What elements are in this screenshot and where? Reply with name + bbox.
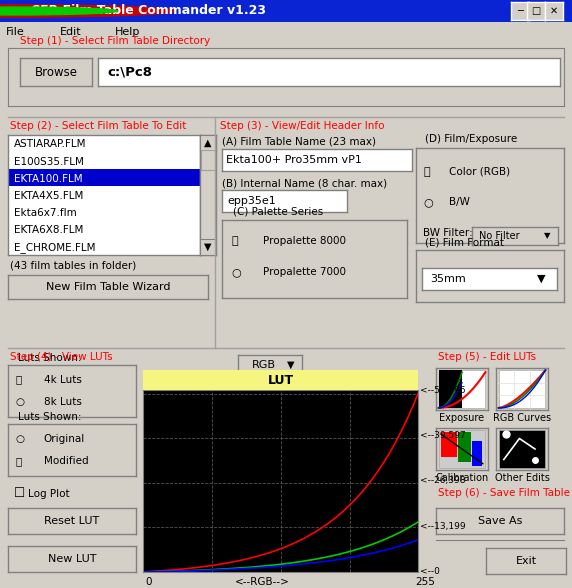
Text: ▼: ▼ [287,360,294,370]
Text: Propalette 8000: Propalette 8000 [263,236,345,246]
Text: Step (3) - View/Edit Header Info: Step (3) - View/Edit Header Info [220,121,384,131]
Text: Propalette 7000: Propalette 7000 [263,268,345,278]
Text: Save As: Save As [478,516,522,526]
Text: <--52,796: <--52,796 [420,386,466,395]
Text: ☐: ☐ [14,487,25,500]
Text: EKTA6X8.FLM: EKTA6X8.FLM [14,225,83,235]
Text: (D) Film/Exposure: (D) Film/Exposure [425,134,517,144]
Text: Exposure: Exposure [439,413,484,423]
Text: ⦿: ⦿ [15,375,22,385]
Text: 4k Luts: 4k Luts [44,375,82,385]
Text: (A) Film Table Name (23 max): (A) Film Table Name (23 max) [222,137,376,147]
Bar [8,169,200,186]
Text: Step (4) - View LUTs: Step (4) - View LUTs [10,352,113,362]
Text: Calibration: Calibration [435,473,488,483]
Bar [441,432,457,457]
Text: ○: ○ [15,433,25,443]
Text: Browse: Browse [34,65,77,79]
Text: Step (1) - Select Film Table Directory: Step (1) - Select Film Table Directory [20,36,210,46]
Text: Ekta6x7.flm: Ekta6x7.flm [14,208,77,218]
Text: Modified: Modified [44,456,89,466]
Text: <--13,199: <--13,199 [420,522,466,531]
Text: E100S35.FLM: E100S35.FLM [14,156,84,166]
Circle shape [0,5,174,17]
Bar [439,370,462,408]
Text: Original: Original [44,433,85,443]
Text: ▼: ▼ [545,232,551,240]
Text: Step (5) - Edit LUTs: Step (5) - Edit LUTs [438,352,536,362]
Text: RGB Curves: RGB Curves [493,413,551,423]
Text: Step (6) - Save Film Table: Step (6) - Save Film Table [438,488,570,498]
Text: New LUT: New LUT [47,554,96,564]
Text: ○: ○ [423,197,433,207]
Text: ⦿: ⦿ [231,236,238,246]
Text: EKTA100.FLM: EKTA100.FLM [14,173,82,183]
Text: RGB: RGB [252,360,276,370]
Text: CFR Film Table Commander v1.23: CFR Film Table Commander v1.23 [31,5,267,18]
Text: EKTA4X5.FLM: EKTA4X5.FLM [14,191,83,201]
Text: Edit: Edit [60,27,82,37]
Text: ○: ○ [15,397,25,407]
Text: 8k Luts: 8k Luts [44,397,82,407]
Text: 35mm: 35mm [430,274,466,284]
Text: New Film Table Wizard: New Film Table Wizard [46,282,170,292]
Text: Color (RGB): Color (RGB) [448,167,510,177]
Bar [458,432,471,462]
Text: Exit: Exit [515,556,537,566]
Text: ⦿: ⦿ [423,167,430,177]
Text: Help: Help [114,27,140,37]
Text: B/W: B/W [448,197,470,207]
Text: ASTIARAP.FLM: ASTIARAP.FLM [14,139,86,149]
Text: Reset LUT: Reset LUT [45,516,100,526]
Text: Ekta100+ Pro35mm vP1: Ekta100+ Pro35mm vP1 [226,155,362,165]
Text: (43 film tables in folder): (43 film tables in folder) [10,261,136,271]
Text: BW Filter:: BW Filter: [423,229,473,239]
Circle shape [0,7,117,15]
Text: <--RGB-->: <--RGB--> [235,577,289,587]
Text: <--0: <--0 [420,567,440,576]
Text: Other Edits: Other Edits [495,473,550,483]
Text: E_CHROME.FLM: E_CHROME.FLM [14,242,96,253]
Text: ⦿: ⦿ [15,456,22,466]
Text: 0: 0 [145,577,152,587]
Text: Luts Shown:: Luts Shown: [18,353,82,363]
Text: c:\Pc8: c:\Pc8 [107,65,152,79]
Text: ▲: ▲ [204,138,212,148]
Text: File: File [6,27,25,37]
Text: <--39,597: <--39,597 [420,431,466,440]
Text: ○: ○ [231,268,241,278]
Text: epp35e1: epp35e1 [227,196,276,206]
Text: No Filter: No Filter [479,231,519,241]
Text: <--26,398: <--26,398 [420,476,466,486]
Text: Step (2) - Select Film Table To Edit: Step (2) - Select Film Table To Edit [10,121,186,131]
Text: (B) Internal Name (8 char. max): (B) Internal Name (8 char. max) [222,178,387,188]
Text: 255: 255 [415,577,435,587]
Text: Luts Shown:: Luts Shown: [18,412,82,422]
Text: (C) Palette Series: (C) Palette Series [233,207,323,217]
Text: ▼: ▼ [204,242,212,252]
Text: (E) Film Format: (E) Film Format [425,238,504,248]
Bar [472,440,482,466]
Text: LUT: LUT [268,373,293,386]
Text: ▼: ▼ [537,274,545,284]
Text: ─: ─ [517,6,523,16]
Text: Log Plot: Log Plot [28,489,70,499]
Text: ✕: ✕ [550,6,558,16]
Text: □: □ [531,6,541,16]
